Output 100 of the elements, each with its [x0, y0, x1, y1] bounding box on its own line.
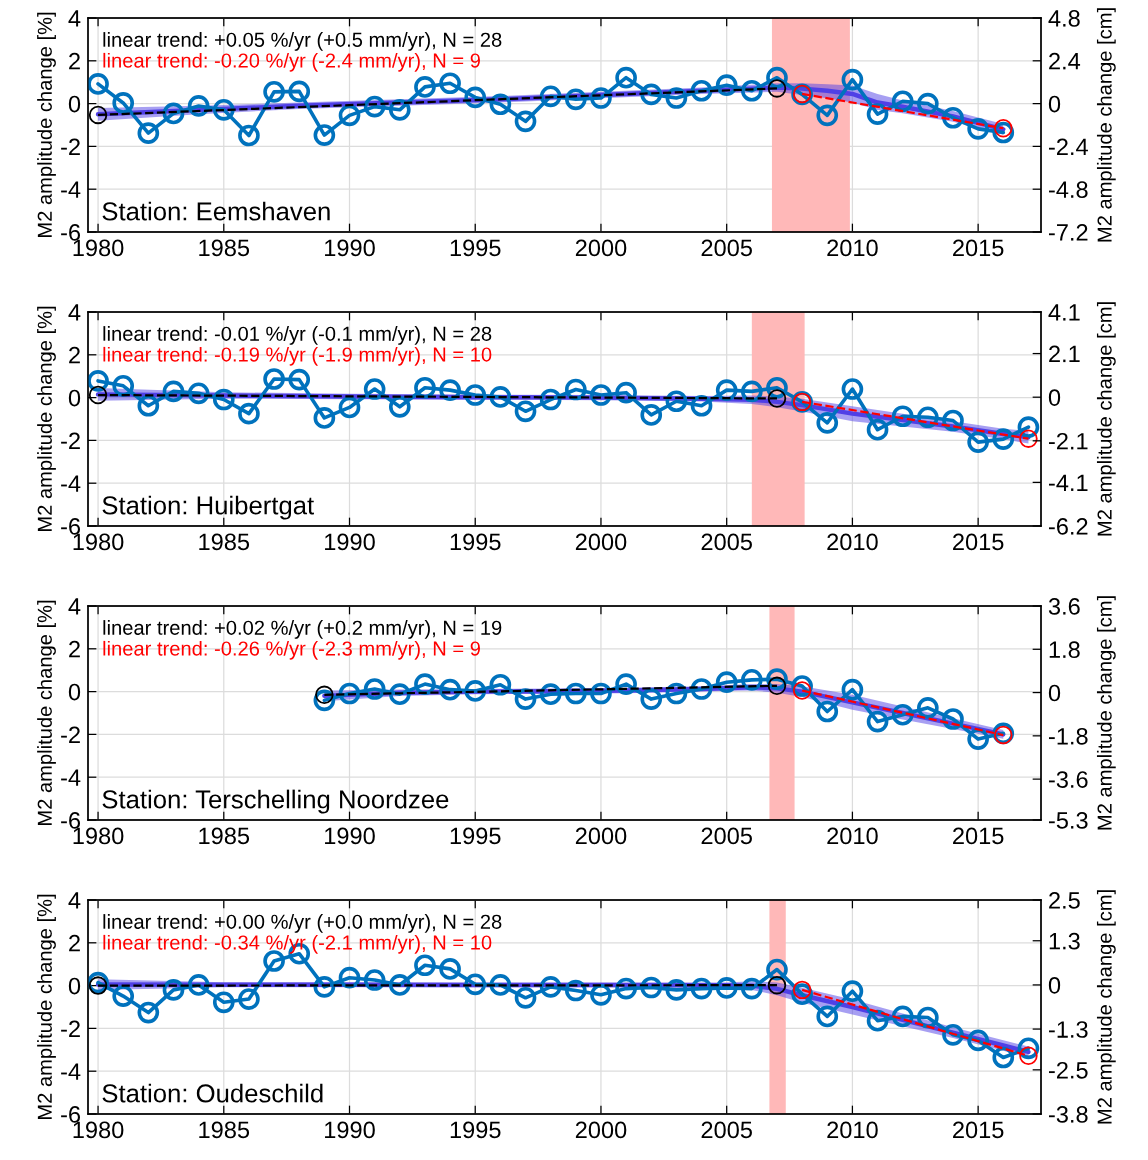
y-axis-title: M2 amplitude change [%] — [37, 600, 56, 825]
y-axis-title: M2 amplitude change [%] — [37, 306, 56, 531]
legend-label: linear trend: +0.05 %/yr (+0.5 mm/yr), N = 28 — [103, 32, 502, 51]
x-tick-label: 2010 — [827, 1121, 878, 1139]
x-tick-label: 2010 — [827, 533, 878, 551]
y2-tick-label: -4.8 — [1048, 181, 1088, 198]
x-tick-label: 1990 — [325, 239, 375, 257]
x-tick-label: 1980 — [73, 533, 124, 551]
y2-tick-label: -4.1 — [1048, 474, 1088, 491]
y2-axis-title: M2 amplitude change [cm] — [1096, 890, 1116, 1124]
y-tick-label: 4 — [68, 10, 81, 27]
x-tick-label: 2000 — [575, 533, 627, 551]
x-tick-label: 1990 — [325, 1121, 375, 1139]
annotation: Station: Eemshaven — [102, 201, 330, 221]
y2-tick-label: 0 — [1048, 95, 1061, 113]
y-tick-label: -4 — [61, 181, 81, 198]
y-tick-label: 0 — [68, 683, 81, 701]
y-tick-label: -6 — [61, 518, 81, 535]
x-tick-label: 1985 — [199, 1121, 250, 1139]
text: linear trend: -0.26 %/yr (-2.3 mm/yr), N = 9 — [103, 640, 480, 660]
y-tick-label: 4 — [68, 304, 81, 321]
y-tick-label: 2 — [69, 346, 80, 364]
y2-tick-label: 0 — [1048, 684, 1061, 702]
y-tick-label: -2 — [61, 1020, 80, 1037]
x-tick-label: 1995 — [450, 239, 501, 257]
x-tick-label: 1980 — [73, 1121, 124, 1139]
y2-tick-label: 1.3 — [1049, 932, 1080, 950]
x-tick-label: 2010 — [827, 827, 878, 845]
y2-tick-label: 0 — [1048, 389, 1061, 406]
y-tick-label: 4 — [68, 892, 81, 909]
y2-tick-label: -1.8 — [1048, 727, 1088, 745]
text: linear trend: -0.34 %/yr (-2.1 mm/yr), N = 10 — [103, 934, 492, 954]
x-tick-label: 1985 — [199, 533, 250, 551]
y2-tick-label: 2.1 — [1049, 345, 1080, 363]
x-tick-label: 2005 — [701, 533, 752, 551]
x-tick-label: 1980 — [73, 827, 124, 845]
x-tick-label: 1995 — [450, 1121, 501, 1139]
x-tick-label: 1990 — [325, 533, 375, 551]
x-tick-label: 2010 — [827, 239, 878, 257]
y2-tick-label: -6.2 — [1048, 518, 1088, 535]
x-tick-label: 1990 — [325, 827, 375, 845]
y2-tick-label: 1.8 — [1049, 641, 1080, 659]
y-tick-label: -4 — [61, 769, 81, 786]
y-tick-label: 2 — [69, 934, 80, 952]
y-tick-label: 0 — [68, 95, 81, 113]
y2-tick-label: -2.1 — [1048, 432, 1088, 450]
legend-label: linear trend: +0.02 %/yr (+0.2 mm/yr), N = 19 — [103, 620, 502, 639]
x-tick-label: 2015 — [953, 239, 1004, 257]
y-tick-label: -2 — [61, 726, 80, 743]
y2-tick-label: 0 — [1048, 976, 1061, 994]
y-axis-title: M2 amplitude change [%] — [37, 894, 56, 1119]
text: linear trend: -0.20 %/yr (-2.4 mm/yr), N = 9 — [103, 52, 480, 72]
y-axis-title: M2 amplitude change [%] — [37, 12, 56, 237]
y2-tick-label: 4.8 — [1048, 10, 1080, 27]
x-tick-label: 2005 — [701, 239, 752, 257]
x-tick-label: 2000 — [575, 1121, 627, 1139]
y-tick-label: -6 — [61, 224, 81, 241]
y-tick-label: 0 — [68, 977, 81, 995]
x-tick-label: 1985 — [199, 239, 250, 257]
y2-tick-label: -1.3 — [1048, 1021, 1088, 1038]
x-tick-label: 1995 — [450, 533, 501, 551]
y2-axis-title: M2 amplitude change [cm] — [1096, 8, 1116, 242]
x-tick-label: 2005 — [701, 827, 752, 845]
y-tick-label: -4 — [61, 475, 81, 492]
x-tick-label: 2015 — [953, 827, 1004, 845]
y2-tick-label: -3.6 — [1048, 771, 1088, 788]
x-tick-label: 2015 — [953, 533, 1004, 551]
y-tick-label: 0 — [68, 389, 81, 407]
x-tick-label: 2005 — [701, 1121, 752, 1139]
x-tick-label: 1985 — [199, 827, 250, 845]
x-tick-label: 2000 — [575, 827, 627, 845]
y2-tick-label: 4.1 — [1048, 304, 1080, 321]
y-tick-label: -2 — [61, 138, 80, 155]
x-tick-label: 1995 — [450, 827, 501, 845]
y-tick-label: 2 — [69, 52, 80, 70]
y2-axis-title: M2 amplitude change [cm] — [1096, 596, 1116, 830]
legend-label: linear trend: -0.01 %/yr (-0.1 mm/yr), N = 28 — [103, 326, 492, 345]
x-tick-label: 1980 — [73, 239, 124, 257]
y-tick-label: -2 — [61, 432, 80, 449]
y2-tick-label: -7.2 — [1048, 224, 1088, 241]
x-tick-label: 2000 — [575, 239, 627, 257]
legend-label: linear trend: +0.00 %/yr (+0.0 mm/yr), N = 28 — [103, 914, 502, 933]
y2-tick-label: 3.6 — [1048, 598, 1080, 615]
y-tick-label: -6 — [61, 812, 81, 829]
annotation: Station: Oudeschild — [102, 1083, 323, 1103]
annotation: Station: Terschelling Noordzee — [102, 789, 449, 814]
y2-axis-title: M2 amplitude change [cm] — [1096, 302, 1116, 536]
y-tick-label: -6 — [61, 1106, 81, 1123]
y2-tick-label: -3.8 — [1048, 1106, 1088, 1123]
y2-tick-label: -2.4 — [1048, 138, 1088, 155]
y2-tick-label: 2.4 — [1049, 52, 1081, 70]
y2-tick-label: -2.5 — [1048, 1061, 1088, 1079]
text: linear trend: -0.19 %/yr (-1.9 mm/yr), N = 10 — [103, 346, 492, 366]
y-tick-label: 2 — [69, 640, 80, 658]
y-tick-label: -4 — [61, 1063, 81, 1080]
x-tick-label: 2015 — [953, 1121, 1004, 1139]
annotation: Station: Huibertgat — [102, 495, 314, 520]
y2-tick-label: 2.5 — [1049, 892, 1080, 909]
y-tick-label: 4 — [68, 598, 81, 615]
y2-tick-label: -5.3 — [1048, 812, 1088, 829]
